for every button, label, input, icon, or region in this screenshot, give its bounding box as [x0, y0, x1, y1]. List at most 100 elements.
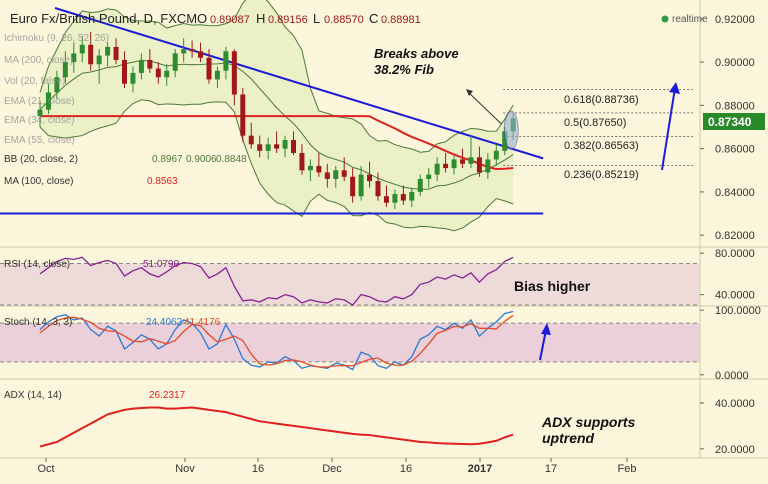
- uptrend-arrow-head-icon: [669, 82, 680, 94]
- annotation-arrow-head-icon: [466, 89, 473, 96]
- rsi-axis-label: 40.0000: [715, 290, 755, 302]
- ma100-value: 0.8563: [147, 176, 178, 187]
- candle-body: [265, 144, 271, 151]
- candle-body: [468, 157, 474, 164]
- candle-body: [105, 46, 111, 56]
- fib-label-500: 0.5(0.87650): [564, 117, 626, 129]
- indicator-ichimoku[interactable]: Ichimoku (9, 26, 52, 26): [4, 33, 109, 44]
- annotation-adx-line1: ADX supports: [541, 414, 636, 430]
- ma100-label[interactable]: MA (100, close): [4, 176, 73, 187]
- price-axis-label: 0.92000: [715, 14, 755, 26]
- candle-body: [333, 170, 339, 179]
- ohlc-o-value: 0.89087: [210, 14, 250, 26]
- candle-body: [62, 62, 68, 78]
- candle-body: [383, 196, 389, 203]
- ohlc-c-label: C: [369, 11, 378, 26]
- rsi-band: [0, 263, 700, 305]
- candle-body: [231, 51, 237, 95]
- adx-value: 26.2317: [149, 390, 186, 401]
- candle-body: [291, 139, 296, 153]
- time-axis-label: Nov: [175, 463, 195, 475]
- bb-label[interactable]: BB (20, close, 2): [4, 154, 78, 165]
- price-tag: [703, 113, 765, 130]
- stoch-band: [0, 323, 700, 362]
- bollinger-lower: [39, 99, 514, 232]
- candle-body: [198, 51, 204, 58]
- candle-body: [350, 176, 356, 197]
- bb-value-3: 0.8848: [216, 154, 247, 165]
- indicator-ema55[interactable]: EMA (55, close): [4, 135, 75, 146]
- candle-body: [417, 178, 423, 192]
- candle-body: [96, 55, 102, 65]
- adx-label[interactable]: ADX (14, 14): [4, 390, 62, 401]
- time-axis-label: 2017: [468, 463, 492, 475]
- fib-label-236: 0.236(0.85219): [564, 169, 639, 181]
- indicator-ema21[interactable]: EMA (21, close): [4, 96, 75, 107]
- realtime-label: realtime: [672, 14, 708, 25]
- candle-body: [460, 159, 465, 164]
- candle-body: [172, 53, 178, 71]
- rsi-axis-label: 80.0000: [715, 248, 755, 260]
- candle-body: [493, 150, 499, 160]
- ohlc-o-label: O: [197, 11, 207, 26]
- rsi-label[interactable]: RSI (14, close): [4, 259, 70, 270]
- candle-body: [164, 70, 170, 78]
- ohlc-l-value: 0.88570: [324, 14, 364, 26]
- candle-body: [240, 94, 246, 136]
- fib-label-618: 0.618(0.88736): [564, 94, 639, 106]
- annotation-adx-line2: uptrend: [542, 430, 595, 446]
- ohlc-h-value: 0.89156: [268, 14, 308, 26]
- stoch-axis-label: 0.0000: [715, 370, 749, 382]
- time-axis-label: 17: [545, 463, 557, 475]
- time-axis-label: Dec: [322, 463, 342, 475]
- adx-axis-label: 40.0000: [715, 398, 755, 410]
- stoch-arrow-head-icon: [541, 323, 551, 335]
- candle-body: [316, 165, 322, 173]
- candle-body: [375, 181, 381, 197]
- realtime-dot-icon: [661, 15, 669, 23]
- ohlc-h-label: H: [256, 11, 265, 26]
- adx-axis-label: 20.0000: [715, 444, 755, 456]
- stoch-value-2: 41.4176: [184, 317, 221, 328]
- stoch-d-line: [39, 314, 514, 368]
- time-axis-label: Oct: [37, 463, 54, 475]
- candle-body: [485, 159, 491, 173]
- ma100-line: [40, 115, 514, 170]
- time-axis-label: 16: [252, 463, 264, 475]
- candle-body: [54, 77, 60, 93]
- stoch-label[interactable]: Stoch (14, 3, 3): [4, 317, 72, 328]
- candle-body: [282, 139, 288, 149]
- candle-body: [45, 92, 51, 110]
- candle-body: [88, 44, 94, 65]
- price-tag-value: 0.87340: [708, 115, 752, 129]
- candle-body: [434, 163, 440, 175]
- uptrend-arrow-line: [661, 87, 676, 171]
- chart-title: Euro Fx/British Pound, D, FXCM: [10, 11, 197, 26]
- candle-body: [214, 70, 220, 80]
- annotation-breaks-line2: 38.2% Fib: [374, 62, 434, 77]
- indicator-vol[interactable]: Vol (20, false): [4, 76, 65, 87]
- candle-body: [248, 135, 254, 145]
- stoch-value-1: 24.4062: [146, 317, 183, 328]
- candle-body: [155, 68, 161, 78]
- adx-line: [39, 406, 514, 448]
- candle-body: [358, 174, 364, 197]
- candle-body: [257, 144, 263, 151]
- candle-body: [274, 144, 280, 149]
- candle-body: [307, 165, 313, 171]
- stoch-arrow-line: [539, 329, 547, 361]
- annotation-breaks-line1: Breaks above: [374, 46, 459, 61]
- candle-body: [181, 49, 187, 54]
- time-axis-label: 16: [400, 463, 412, 475]
- candle-body: [223, 51, 229, 71]
- indicator-ma200[interactable]: MA (200, close): [4, 55, 73, 66]
- candle-body: [206, 57, 212, 80]
- price-axis-label: 0.84000: [715, 187, 755, 199]
- stoch-axis-label: 100.0000: [715, 305, 761, 317]
- indicator-ema34[interactable]: EMA (34, close): [4, 115, 75, 126]
- candle-body: [324, 172, 330, 179]
- ohlc-c-value: 0.88981: [381, 14, 421, 26]
- price-axis-label: 0.86000: [715, 144, 755, 156]
